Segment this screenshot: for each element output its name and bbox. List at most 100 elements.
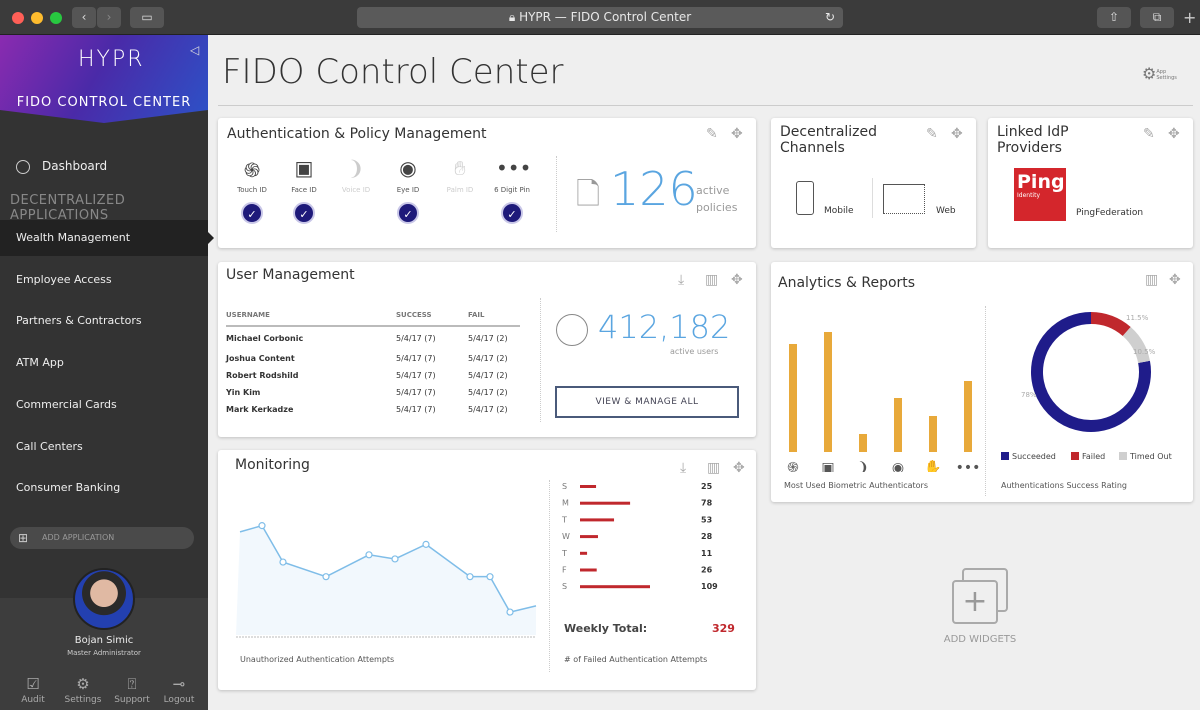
collapse-sidebar-icon[interactable]: ◁	[190, 43, 200, 57]
move-icon[interactable]: ✥	[733, 460, 745, 476]
view-manage-all-button[interactable]: VIEW & MANAGE ALL	[555, 386, 739, 418]
close-window-button[interactable]	[12, 12, 24, 24]
logout-label: Logout	[163, 695, 195, 705]
user-management-card: User Management ⤓ ▥ ✥ USERNAME SUCCESS F…	[218, 262, 756, 437]
forward-icon[interactable]: ›	[97, 7, 121, 28]
table-row[interactable]: Joshua Content 5/4/17 (7) 5/4/17 (2)	[226, 350, 520, 367]
address-bar[interactable]: 🔒︎ HYPR — FIDO Control Center ↻	[357, 7, 843, 28]
help-icon: ⍰	[127, 675, 137, 693]
web-label[interactable]: Web	[936, 206, 956, 216]
check-icon[interactable]: ✓	[293, 202, 315, 224]
edit-icon[interactable]: ✎	[926, 126, 938, 142]
download-icon[interactable]: ⤓	[680, 460, 687, 476]
edit-icon[interactable]: ✎	[706, 126, 718, 142]
weekly-total-label: Weekly Total:	[564, 622, 648, 635]
add-widgets-button[interactable]: + ADD WIDGETS	[940, 566, 1020, 656]
user-table: USERNAME SUCCESS FAIL Michael Corbonic 5/…	[226, 304, 520, 418]
data-point	[365, 551, 373, 559]
data-point	[279, 558, 287, 566]
data-point	[258, 522, 266, 530]
day-label: S	[562, 482, 567, 491]
reload-icon[interactable]: ↻	[824, 10, 835, 24]
auth-method[interactable]: ◉ Eye ID ✓	[392, 156, 424, 224]
sidebar-item[interactable]: Employee Access	[0, 262, 208, 298]
donut-slice	[1031, 312, 1151, 432]
bar	[580, 535, 598, 539]
tabs-icon[interactable]: ⧉	[1140, 7, 1174, 28]
table-cell: 5/4/17 (7)	[396, 405, 436, 414]
fingerprint-icon: ֍	[243, 158, 261, 182]
download-icon[interactable]: ⤓	[678, 272, 685, 288]
table-row[interactable]: Michael Corbonic 5/4/17 (7) 5/4/17 (2)	[226, 326, 520, 350]
move-icon[interactable]: ✥	[1169, 272, 1181, 288]
bar	[580, 485, 597, 488]
chart-icon[interactable]: ▥	[707, 460, 721, 476]
sidebar-item[interactable]: Consumer Banking	[0, 470, 208, 506]
table-cell: 5/4/17 (7)	[396, 334, 436, 343]
zoom-window-button[interactable]	[50, 12, 62, 24]
active-indicator	[208, 232, 214, 244]
card-title: User Management	[226, 267, 355, 283]
edit-icon[interactable]: ✎	[1143, 126, 1155, 142]
support-button[interactable]: ⍰ Support	[109, 675, 155, 705]
divider	[218, 105, 1193, 106]
day-label: T	[561, 549, 567, 558]
sidebar-item-dashboard[interactable]: Dashboard	[0, 148, 208, 184]
move-icon[interactable]: ✥	[731, 126, 743, 142]
bar	[580, 551, 588, 555]
palm-icon: ✋︎	[454, 156, 466, 180]
add-application-button[interactable]: ⊞ ADD APPLICATION	[10, 527, 194, 549]
auth-method[interactable]: ▣ Face ID ✓	[288, 156, 320, 224]
move-icon[interactable]: ✥	[951, 126, 963, 142]
col-fail: FAIL	[468, 310, 485, 319]
table-row[interactable]: Yin Kim 5/4/17 (7) 5/4/17 (2)	[226, 384, 520, 401]
title-line: Decentralized	[780, 124, 878, 140]
table-cell: Yin Kim	[226, 388, 261, 397]
table-row[interactable]: Robert Rodshild 5/4/17 (7) 5/4/17 (2)	[226, 367, 520, 384]
sidebar-item[interactable]: Partners & Contractors	[0, 303, 208, 339]
day-label: S	[562, 582, 567, 591]
move-icon[interactable]: ✥	[731, 272, 743, 288]
legend-label: Timed Out	[1129, 452, 1172, 461]
sidebar-toggle-icon[interactable]: ▭	[130, 7, 164, 28]
minimize-window-button[interactable]	[31, 12, 43, 24]
table-row[interactable]: Mark Kerkadze 5/4/17 (7) 5/4/17 (2)	[226, 401, 520, 418]
divider	[549, 480, 550, 672]
label-line: active	[696, 184, 730, 197]
chart-icon[interactable]: ▥	[705, 272, 719, 288]
col-success: SUCCESS	[396, 310, 432, 319]
policy-shield-icon: 🗋︎	[576, 177, 601, 212]
voice-icon: ❩	[347, 156, 365, 180]
auth-policy-card: Authentication & Policy Management ✎ ✥ ֍…	[218, 118, 756, 248]
share-icon[interactable]: ⇧	[1097, 7, 1131, 28]
mobile-label[interactable]: Mobile	[824, 206, 854, 216]
ping-identity-logo[interactable]: Ping Identity	[1014, 168, 1066, 221]
auth-method[interactable]: ֍ Touch ID ✓	[236, 156, 268, 224]
donut-slice	[1090, 312, 1131, 337]
back-icon[interactable]: ‹	[72, 7, 96, 28]
auth-method[interactable]: ❩ Voice ID	[340, 156, 372, 194]
chart-icon[interactable]: ▥	[1145, 272, 1159, 288]
new-tab-icon[interactable]: +	[1183, 8, 1197, 27]
audit-button[interactable]: ☑ Audit	[10, 675, 56, 705]
check-icon[interactable]: ✓	[241, 202, 263, 224]
page-url-title: HYPR — FIDO Control Center	[519, 10, 692, 24]
sidebar-item[interactable]: Wealth Management	[0, 220, 214, 256]
app-settings-button[interactable]: ⚙App Settings	[1142, 64, 1180, 83]
auth-method[interactable]: ✋︎ Palm ID	[444, 156, 476, 194]
sidebar-item[interactable]: Commercial Cards	[0, 387, 208, 423]
support-label: Support	[114, 695, 150, 705]
move-icon[interactable]: ✥	[1168, 126, 1180, 142]
user-icon	[556, 314, 588, 346]
check-icon[interactable]: ✓	[501, 202, 523, 224]
settings-button[interactable]: ⚙ Settings	[60, 675, 106, 705]
active-policies-label: active policies	[696, 182, 737, 216]
avatar[interactable]	[73, 568, 135, 630]
logout-button[interactable]: ⊸ Logout	[156, 675, 202, 705]
active-policies-count: 126	[610, 162, 698, 216]
bar	[789, 344, 797, 452]
sidebar-item[interactable]: ATM App	[0, 345, 208, 381]
check-icon[interactable]: ✓	[397, 202, 419, 224]
auth-method[interactable]: ••• 6 Digit Pin ✓	[494, 156, 531, 224]
sidebar-item[interactable]: Call Centers	[0, 429, 208, 465]
